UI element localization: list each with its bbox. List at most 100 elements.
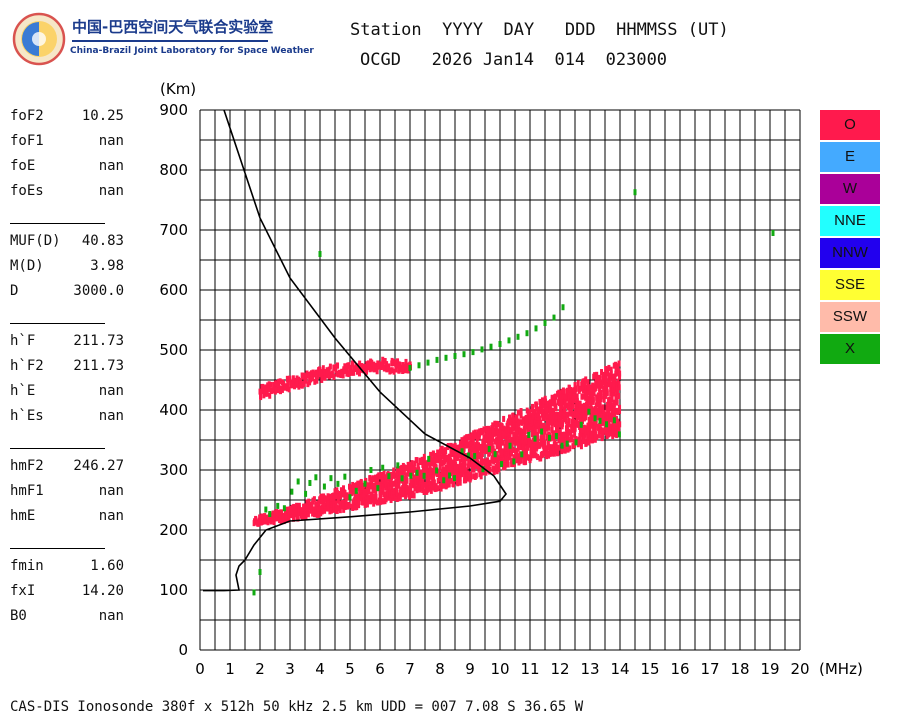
o-echo-point (617, 422, 621, 429)
o-echo-point (420, 471, 424, 478)
o-echo-point (444, 455, 448, 462)
logo-divider (72, 40, 268, 42)
o-multihop-point (274, 380, 278, 387)
o-echo-point (390, 491, 394, 498)
o-echo-point (570, 434, 574, 441)
o-echo-point (366, 496, 370, 503)
o-echo-point (384, 484, 388, 491)
o-echo-point (610, 396, 614, 403)
o-multihop-point (404, 358, 408, 365)
x-multihop-point (498, 341, 502, 347)
o-echo-point (584, 389, 588, 396)
o-echo-point (509, 419, 513, 426)
param-label: foF2 (10, 108, 44, 124)
o-echo-point (607, 421, 611, 428)
o-echo-point (554, 404, 558, 411)
o-echo-point (479, 473, 483, 480)
o-echo-point (597, 398, 601, 405)
o-echo-point (365, 500, 369, 507)
o-multihop-point (260, 388, 264, 395)
o-echo-point (539, 419, 543, 426)
o-echo-point (519, 444, 523, 451)
o-echo-point (389, 471, 393, 478)
o-echo-point (516, 445, 520, 452)
param-label: foF1 (10, 133, 44, 149)
o-echo-point (422, 467, 426, 474)
o-echo-point (606, 412, 610, 419)
o-echo-point (530, 403, 534, 410)
x-echo-point (348, 494, 352, 501)
o-multihop-point (365, 361, 369, 368)
o-echo-point (609, 372, 613, 379)
param-label: hmF2 (10, 458, 44, 474)
o-echo-point (333, 493, 337, 500)
o-echo-point (491, 435, 495, 442)
o-echo-point (584, 385, 588, 392)
o-echo-point (426, 459, 430, 466)
x-multihop-point (408, 365, 412, 371)
o-echo-point (413, 483, 417, 490)
o-echo-point (480, 451, 484, 458)
o-echo-point (410, 460, 414, 467)
o-echo-point (447, 453, 451, 460)
o-echo-point (524, 437, 528, 444)
o-echo-point (394, 472, 398, 479)
o-echo-point (397, 478, 401, 485)
o-echo-point (538, 415, 542, 422)
o-echo-point (303, 510, 307, 517)
o-echo-point (290, 508, 294, 515)
o-echo-point (441, 453, 445, 460)
o-echo-point (552, 430, 556, 437)
x-echo-point (387, 473, 391, 480)
o-echo-point (287, 512, 291, 519)
o-echo-point (486, 457, 490, 464)
o-echo-point (395, 484, 399, 491)
o-multihop-point (269, 381, 273, 388)
o-echo-point (386, 490, 390, 497)
o-echo-point (420, 456, 424, 463)
o-echo-point (572, 442, 576, 449)
o-echo-point (587, 439, 591, 446)
o-echo-point (597, 379, 601, 386)
o-echo-point (472, 466, 476, 473)
param-value: 211.73 (73, 333, 124, 349)
o-echo-point (545, 445, 549, 452)
o-echo-point (446, 444, 450, 451)
o-echo-point (615, 420, 619, 427)
param-value: 3.98 (90, 258, 124, 274)
o-echo-point (432, 466, 436, 473)
o-echo-point (566, 387, 570, 394)
x-multihop-point (561, 304, 565, 311)
o-echo-point (557, 444, 561, 451)
o-echo-point (419, 469, 423, 476)
param-row: h`E nan (10, 383, 130, 408)
o-echo-point (549, 448, 553, 455)
x-echo-point (540, 428, 544, 435)
o-echo-point (574, 393, 578, 400)
o-echo-point (381, 477, 385, 484)
o-echo-point (615, 387, 619, 394)
param-value: 211.73 (73, 358, 124, 374)
o-echo-point (607, 417, 611, 424)
o-echo-point (284, 516, 288, 523)
o-multihop-point (334, 367, 338, 374)
o-multihop-point (323, 374, 327, 381)
o-echo-point (594, 420, 598, 427)
o-echo-point (357, 485, 361, 492)
o-echo-point (560, 403, 564, 410)
o-echo-point (292, 505, 296, 512)
o-echo-point (573, 382, 577, 389)
o-echo-point (472, 473, 476, 480)
x-tick-label: 7 (405, 660, 415, 678)
o-multihop-point (337, 369, 341, 376)
o-echo-point (579, 443, 583, 450)
o-multihop-point (268, 392, 272, 399)
o-echo-point (566, 412, 570, 419)
o-echo-point (592, 421, 596, 428)
o-multihop-point (327, 370, 331, 377)
o-echo-point (377, 497, 381, 504)
param-row: h`F 211.73 (10, 333, 130, 358)
o-echo-point (536, 433, 540, 440)
o-multihop-point (279, 388, 283, 395)
x-echo-point (460, 448, 464, 455)
